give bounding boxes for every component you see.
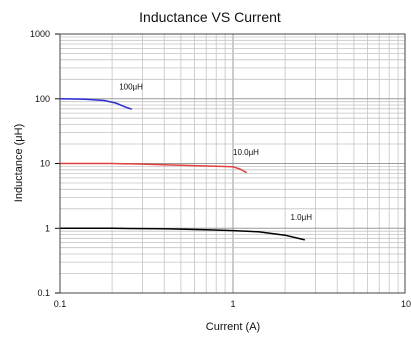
series-label-0: 100μH: [119, 82, 143, 91]
x-tick-label: 1: [230, 299, 235, 309]
y-tick-label: 1000: [30, 29, 50, 39]
series-line-0: [59, 98, 133, 110]
series-line-1: [60, 162, 248, 174]
series-line-2: [60, 227, 305, 241]
series-label-2: 1.0μH: [291, 213, 313, 222]
y-tick-label: 100: [35, 94, 50, 104]
y-axis-label: Inductance (μH): [13, 124, 25, 202]
y-tick-label: 10: [40, 159, 50, 169]
y-tick-label: 1: [45, 223, 50, 233]
grid-layer: [59, 34, 405, 294]
plot-border: [59, 33, 406, 294]
series-label-1: 10.0μH: [233, 148, 259, 157]
series-layer: [59, 98, 305, 241]
chart-title: Inductance VS Current: [139, 9, 281, 25]
x-tick-label: 0.1: [54, 299, 67, 309]
x-tick-label: 10: [401, 299, 411, 309]
series-labels: 100μH 10.0μH 1.0μH: [119, 82, 312, 222]
x-axis-label: Current (A): [206, 321, 260, 333]
y-tick-label: 0.1: [37, 288, 50, 298]
tick-layer: 0.1 1 10 0.1 1 10 100 1000: [30, 29, 411, 309]
